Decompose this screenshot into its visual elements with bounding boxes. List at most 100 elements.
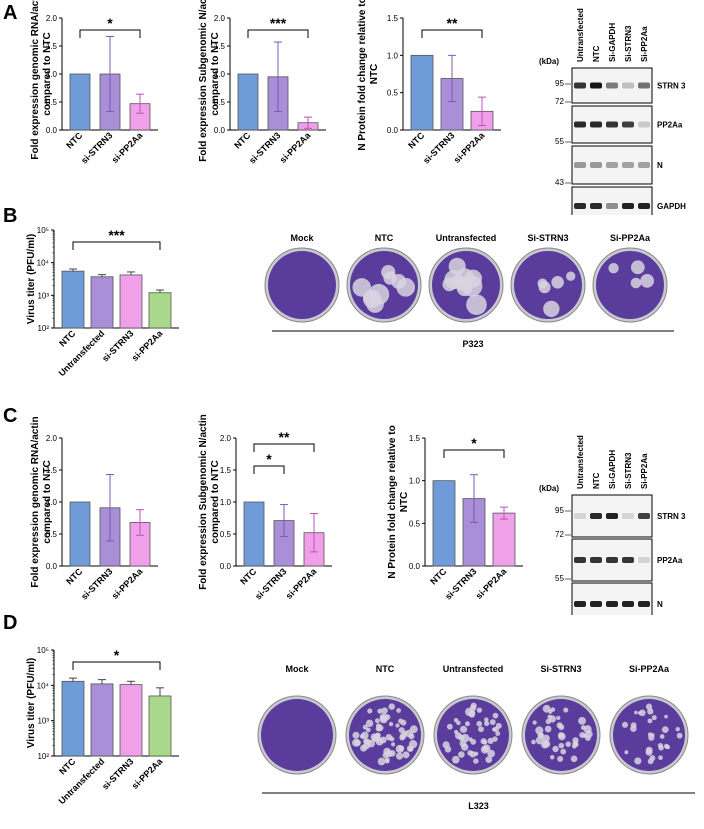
- western-blot-a: Untransfected NTC Si-GAPDH Si-STRN3 Si-PP2Aa…: [539, 8, 686, 215]
- lane-label: NTC: [592, 472, 601, 489]
- lane-label: NTC: [592, 45, 601, 62]
- plaque: [444, 746, 452, 753]
- y-axis-label: N Protein fold change relative toNTC: [357, 0, 380, 151]
- y-tick-label: 10⁴: [37, 681, 50, 690]
- plaque: [658, 755, 663, 761]
- plaque: [470, 739, 477, 745]
- plaque: [365, 719, 374, 728]
- kda-marker: 55: [555, 574, 564, 583]
- y-tick-label: 2.0: [46, 14, 58, 23]
- plaque: [557, 732, 565, 739]
- significance-label: *: [266, 451, 272, 467]
- dish-label: NTC: [375, 233, 394, 243]
- plaque: [367, 708, 373, 714]
- plaque: [374, 718, 380, 724]
- kda-marker: 55: [555, 137, 564, 146]
- y-tick-label: 0.5: [46, 98, 58, 107]
- significance-label: ***: [108, 227, 125, 243]
- x-tick-label: si-PP2Aa: [130, 756, 165, 791]
- y-tick-label: 1.0: [214, 70, 226, 79]
- plaque: [659, 734, 665, 739]
- plaque: [482, 739, 488, 745]
- band-label: STRN 3: [657, 512, 686, 521]
- y-tick-label: 1.5: [387, 14, 399, 23]
- y-tick-label: 0.5: [409, 519, 421, 528]
- y-tick-label: 10³: [37, 291, 49, 300]
- plaque: [570, 755, 578, 763]
- plaque: [556, 715, 561, 721]
- bar-si-pp2aa: [148, 292, 172, 329]
- lane-label: Si-GAPDH: [608, 23, 617, 62]
- blot-band: [606, 601, 618, 607]
- kda-marker: 95: [555, 79, 564, 88]
- blot-band: [622, 513, 634, 519]
- y-axis-label: Fold expression genomic RNA/actincompare…: [30, 0, 53, 160]
- blot-band: [638, 162, 650, 168]
- blot-band: [638, 203, 650, 209]
- dish-label: Si-PP2Aa: [610, 233, 651, 243]
- blot-band: [606, 121, 618, 128]
- y-tick-label: 1.0: [220, 498, 232, 507]
- y-tick-label: 10³: [37, 717, 49, 726]
- plaque: [408, 740, 418, 749]
- plaque: [560, 748, 567, 755]
- blot-band: [574, 601, 586, 607]
- plaque: [640, 274, 655, 288]
- plaque: [532, 720, 537, 725]
- x-tick-label: NTC: [57, 756, 78, 777]
- plaque: [608, 263, 619, 274]
- plaque: [541, 740, 549, 749]
- plaque: [565, 741, 572, 747]
- chart-a2: Fold expression Subgenomic N/actincompar…: [198, 0, 326, 166]
- y-tick-label: 1.5: [409, 434, 421, 443]
- x-tick-label: NTC: [238, 566, 259, 587]
- plaque: [446, 723, 453, 730]
- plaque: [374, 732, 381, 739]
- dish-label: Si-STRN3: [540, 664, 581, 674]
- bar-ntc: [432, 480, 456, 567]
- y-tick-label: 0.5: [214, 98, 226, 107]
- x-tick-label: NTC: [406, 130, 427, 151]
- blot-band: [638, 601, 650, 607]
- x-tick-label: si-PP2Aa: [130, 328, 165, 363]
- plaque: [637, 711, 642, 715]
- y-axis-label: Virus titer (PFU/ml): [26, 234, 37, 324]
- dish-label: Si-STRN3: [527, 233, 568, 243]
- bar-ntc: [69, 501, 91, 567]
- plaque: [396, 277, 416, 297]
- lane-label: Untransfected: [576, 8, 585, 62]
- plaque: [558, 742, 565, 749]
- y-tick-label: 0.5: [220, 530, 232, 539]
- bar-si-pp2aa: [148, 695, 172, 757]
- band-label: PP2Aa: [657, 556, 683, 565]
- plaque-assay-d: Mock NTC Untransfected Si-STRN3 Si-PP2Aa L323: [257, 664, 695, 811]
- plaque: [365, 727, 371, 733]
- x-tick-label: NTC: [64, 566, 85, 587]
- plaque: [583, 725, 592, 734]
- chart-d: Virus titer (PFU/ml)10²10³10⁴10⁵NTCUntra…: [26, 646, 179, 806]
- y-tick-label: 0.5: [46, 530, 58, 539]
- band-label: N: [657, 161, 663, 170]
- band-label: PP2Aa: [657, 121, 683, 130]
- plaque: [624, 750, 629, 755]
- plaque: [476, 720, 483, 727]
- plaque: [542, 734, 550, 743]
- dish-label: Mock: [290, 233, 314, 243]
- western-blot-c: Untransfected NTC Si-GAPDH Si-STRN3 Si-PP2Aa…: [539, 435, 686, 615]
- plaque: [377, 708, 383, 714]
- plaque: [484, 720, 490, 727]
- panel-letter-b: B: [3, 205, 18, 227]
- y-tick-label: 1.0: [46, 498, 58, 507]
- chart-a1: Fold expression genomic RNA/actincompare…: [30, 0, 158, 166]
- y-tick-label: 1.5: [46, 466, 58, 475]
- plaque: [495, 731, 501, 736]
- lane-label: Si-PP2Aa: [640, 26, 649, 62]
- significance-label: *: [114, 647, 120, 663]
- y-tick-label: 10²: [37, 752, 49, 761]
- significance-bracket: [253, 443, 315, 452]
- chart-a3: N Protein fold change relative toNTC 0.0 0…: [357, 0, 501, 166]
- blot-band: [574, 557, 586, 563]
- dish-well: [261, 699, 333, 771]
- plaque: [492, 712, 499, 719]
- plaque: [470, 702, 477, 709]
